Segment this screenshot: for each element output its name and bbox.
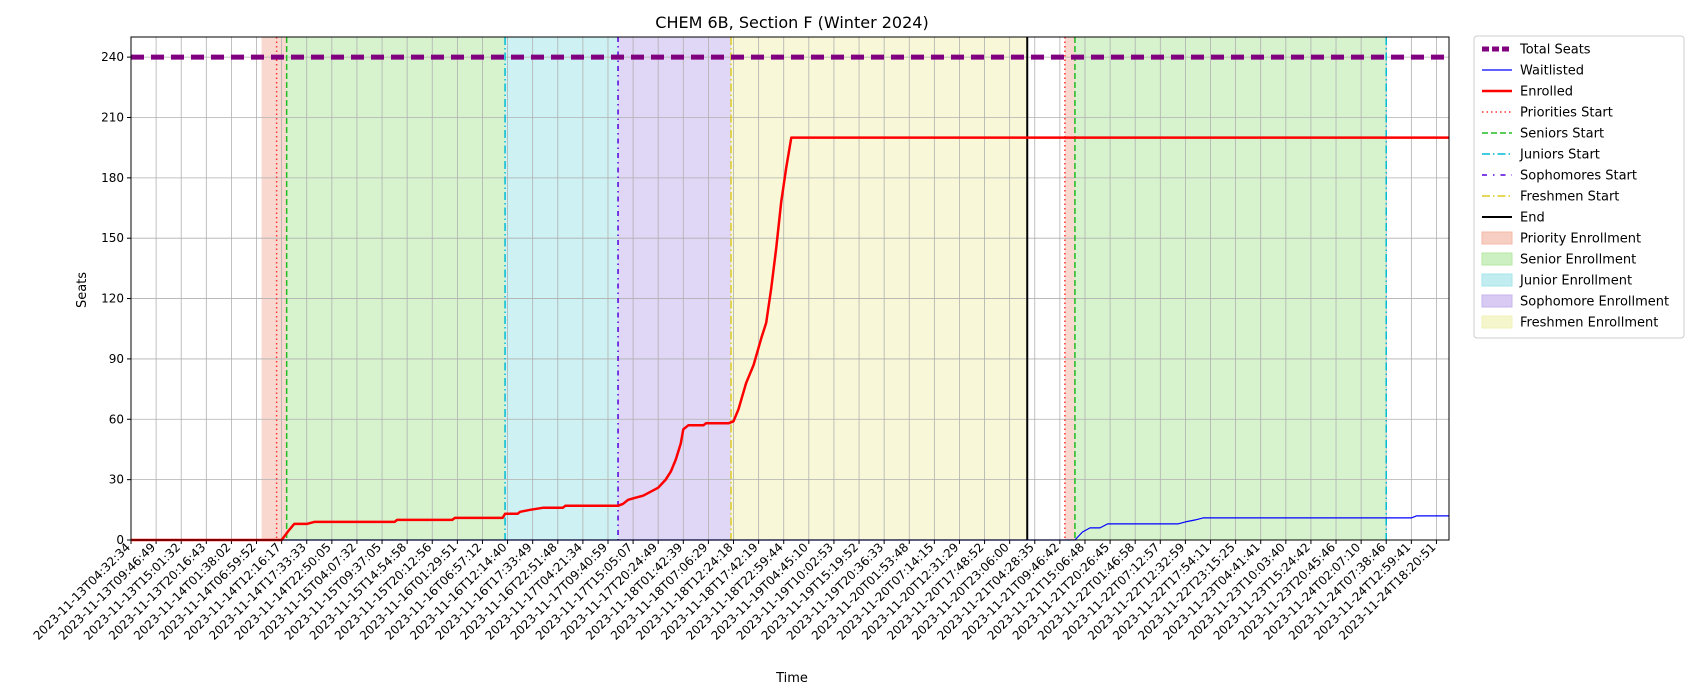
legend-label-sophomores-start: Sophomores Start — [1520, 169, 1637, 184]
legend-label-freshmen-enrollment: Freshmen Enrollment — [1520, 316, 1658, 331]
y-tick-label-8: 240 — [101, 50, 124, 64]
region-2 — [505, 37, 619, 540]
legend-label-priority-enrollment: Priority Enrollment — [1520, 232, 1641, 247]
chart-title: CHEM 6B, Section F (Winter 2024) — [655, 13, 928, 32]
legend-swatch-priority-enrollment — [1481, 231, 1513, 245]
region-3 — [618, 37, 732, 540]
legend-label-juniors-start: Juniors Start — [1519, 148, 1600, 163]
legend-label-seniors-start: Seniors Start — [1520, 127, 1604, 142]
y-tick-label-6: 180 — [101, 171, 124, 185]
y-tick-label-4: 120 — [101, 292, 124, 306]
legend-label-junior-enrollment: Junior Enrollment — [1519, 274, 1632, 289]
y-tick-label-7: 210 — [101, 110, 124, 124]
region-4 — [731, 37, 1028, 540]
region-0 — [261, 37, 287, 540]
x-axis-title: Time — [775, 671, 808, 686]
legend-label-enrolled: Enrolled — [1520, 85, 1573, 100]
legend-label-sophomore-enrollment: Sophomore Enrollment — [1520, 295, 1669, 310]
legend-swatch-sophomore-enrollment — [1481, 294, 1513, 308]
legend-label-priorities-start: Priorities Start — [1520, 106, 1613, 121]
region-6 — [1074, 37, 1387, 540]
legend-label-freshmen-start: Freshmen Start — [1520, 190, 1619, 205]
y-tick-label-1: 30 — [109, 473, 124, 487]
series-line-waitlisted — [131, 515, 1449, 541]
y-tick-label-3: 90 — [109, 352, 124, 366]
legend-swatch-freshmen-enrollment — [1481, 315, 1513, 329]
y-axis-title: Seats — [75, 272, 90, 308]
y-tick-label-0: 0 — [116, 533, 124, 547]
series-line-enrolled — [131, 136, 1449, 542]
legend-label-waitlisted: Waitlisted — [1520, 64, 1584, 79]
legend-box — [1473, 35, 1685, 339]
plot-frame — [130, 36, 1450, 541]
legend-label-total-seats: Total Seats — [1519, 43, 1591, 58]
y-tick-label-2: 60 — [109, 412, 124, 426]
y-tick-label-5: 150 — [101, 231, 124, 245]
region-5 — [1064, 37, 1075, 540]
plot-area: 03060901201501802102402023-11-13T04:32:3… — [31, 36, 1450, 643]
legend-swatch-junior-enrollment — [1481, 273, 1513, 287]
legend-label-end: End — [1520, 211, 1545, 226]
region-1 — [286, 37, 506, 540]
legend: Total Seats Waitlisted Enrolled Priorities … — [1473, 35, 1685, 339]
legend-label-senior-enrollment: Senior Enrollment — [1520, 253, 1636, 268]
legend-swatch-senior-enrollment — [1481, 252, 1513, 266]
